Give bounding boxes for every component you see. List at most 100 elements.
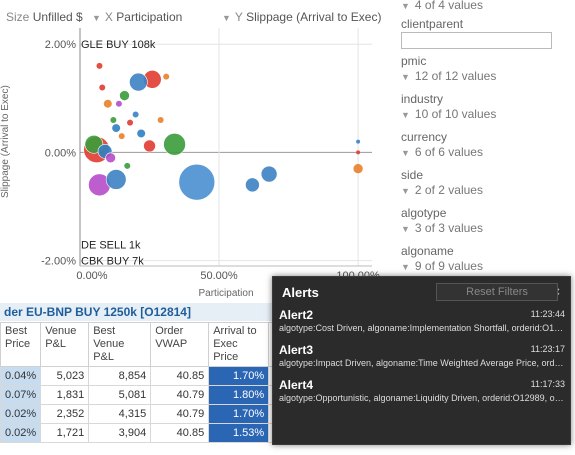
data-point[interactable] <box>129 72 148 92</box>
column-header[interactable]: Arrival to Exec Price <box>208 322 270 367</box>
point-annotation: CBK BUY 7k <box>81 256 144 268</box>
data-point[interactable] <box>112 124 121 133</box>
data-point[interactable] <box>356 139 361 144</box>
table-cell: 1.70% <box>208 404 270 424</box>
table-cell: 40.85 <box>150 423 210 443</box>
y-tick-label: -2.00% <box>41 256 76 268</box>
data-point[interactable] <box>105 169 127 190</box>
y-tick-label: 2.00% <box>45 39 76 51</box>
table-cell: 40.79 <box>150 385 210 405</box>
chevron-down-icon: ▼ <box>92 13 101 23</box>
y-tick-label: 0.00% <box>45 147 76 159</box>
table-cell: 0.02% <box>0 423 42 443</box>
x-encoding-value: Participation <box>116 10 183 24</box>
data-point[interactable] <box>245 177 260 193</box>
filter-pmic-value[interactable]: ▼ 12 of 12 values <box>401 69 497 83</box>
data-point[interactable] <box>143 139 156 153</box>
data-point[interactable] <box>178 163 216 201</box>
table-cell: 40.79 <box>150 404 210 424</box>
data-point[interactable] <box>352 163 364 174</box>
alert-name: Alert2 <box>279 308 314 322</box>
column-header[interactable]: Venue P&L <box>40 322 90 367</box>
y-axis-label: Slippage (Arrival to Exec) <box>0 85 11 198</box>
data-point[interactable] <box>96 62 103 69</box>
table-cell: 0.04% <box>0 366 42 386</box>
table-cell: 5,081 <box>88 385 152 405</box>
filter-currency-value[interactable]: ▼ 6 of 6 values <box>401 145 483 159</box>
chevron-down-icon: ▼ <box>222 13 231 23</box>
chevron-down-icon: ▼ <box>401 262 410 272</box>
filters-panel: ▼ 4 of 4 values clientparent pmic ▼ 12 of 1… <box>393 0 575 273</box>
column-header[interactable]: Best Venue P&L <box>88 322 152 367</box>
table-cell: 1.80% <box>208 385 270 405</box>
table-cell: 0.02% <box>0 404 42 424</box>
y-encoding[interactable]: ▼ Y Slippage (Arrival to Exec) <box>222 10 381 26</box>
scatter-chart[interactable]: 2.00%0.00%-2.00%0.00%50.00%100.00%Partic… <box>0 28 380 303</box>
table-cell: 1,721 <box>40 423 90 443</box>
size-encoding[interactable]: Size Unfilled $ <box>6 10 83 26</box>
table-cell: 4,315 <box>88 404 152 424</box>
data-point[interactable] <box>260 165 278 183</box>
alert-description: algotype:Cost Driven, algoname:Implement… <box>279 323 565 333</box>
table-cell: 1,831 <box>40 385 90 405</box>
chevron-down-icon: ▼ <box>401 224 410 234</box>
data-point[interactable] <box>127 119 134 126</box>
data-point[interactable] <box>110 116 117 123</box>
table-cell: 0.07% <box>0 385 42 405</box>
table-cell: 1.70% <box>208 366 270 386</box>
filter-clientparent-label: clientparent <box>401 17 464 31</box>
data-point[interactable] <box>137 129 146 138</box>
alert-name: Alert4 <box>279 378 314 392</box>
x-encoding-label: X <box>104 10 113 24</box>
chevron-down-icon: ▼ <box>401 186 410 196</box>
x-axis-label: Participation <box>198 288 253 299</box>
alerts-title: Alerts <box>282 285 319 300</box>
filter-algotype-label: algotype <box>401 206 447 220</box>
alert-time: 11:23:44 <box>530 309 565 319</box>
data-point[interactable] <box>119 90 130 101</box>
data-point[interactable] <box>163 73 170 80</box>
size-encoding-value: Unfilled $ <box>32 10 83 24</box>
y-encoding-value: Slippage (Arrival to Exec) <box>246 10 382 24</box>
point-annotation: GLE BUY 108k <box>81 39 156 51</box>
alert-description: algotype:Opportunistic, algoname:Liquidi… <box>279 393 565 403</box>
filter-top-value[interactable]: ▼ 4 of 4 values <box>401 0 483 12</box>
data-point[interactable] <box>132 111 139 118</box>
y-encoding-label: Y <box>234 10 243 24</box>
chevron-down-icon: ▼ <box>401 110 410 120</box>
data-point[interactable] <box>163 132 186 156</box>
column-header[interactable]: Order VWAP <box>150 322 210 367</box>
data-point[interactable] <box>356 150 361 155</box>
x-encoding[interactable]: ▼ X Participation <box>92 10 182 26</box>
x-tick-label: 0.00% <box>76 270 107 282</box>
filter-algotype-value[interactable]: ▼ 3 of 3 values <box>401 221 483 235</box>
x-tick-label: 50.00% <box>200 270 238 282</box>
alert-time: 11:23:17 <box>530 344 565 354</box>
filter-pmic-label: pmic <box>401 54 427 68</box>
data-point[interactable] <box>118 133 125 140</box>
chevron-down-icon: ▼ <box>401 148 410 158</box>
chevron-down-icon: ▼ <box>401 1 410 11</box>
filter-side-label: side <box>401 168 424 182</box>
chevron-down-icon: ▼ <box>401 72 410 82</box>
filter-side-value[interactable]: ▼ 2 of 2 values <box>401 183 483 197</box>
alert-description: algotype:Impact Driven, algoname:Time We… <box>279 358 565 368</box>
data-point[interactable] <box>124 162 131 169</box>
filter-industry-value[interactable]: ▼ 10 of 10 values <box>401 107 497 121</box>
data-point[interactable] <box>103 99 112 108</box>
table-cell: 2,352 <box>40 404 90 424</box>
filter-industry-label: industry <box>401 92 444 106</box>
data-point[interactable] <box>99 84 106 91</box>
reset-filters-button[interactable]: Reset Filters <box>436 283 558 301</box>
data-point[interactable] <box>105 152 116 164</box>
table-cell: 1.53% <box>208 423 270 443</box>
filter-algoname-label: algoname <box>401 244 454 258</box>
table-cell: 3,904 <box>88 423 152 443</box>
data-point[interactable] <box>157 116 164 123</box>
filter-algoname-value[interactable]: ▼ 9 of 9 values <box>401 259 483 273</box>
table-cell: 40.85 <box>150 366 210 386</box>
data-point[interactable] <box>115 100 122 107</box>
clientparent-input[interactable] <box>401 32 552 49</box>
column-header[interactable]: Best Price <box>0 322 42 367</box>
